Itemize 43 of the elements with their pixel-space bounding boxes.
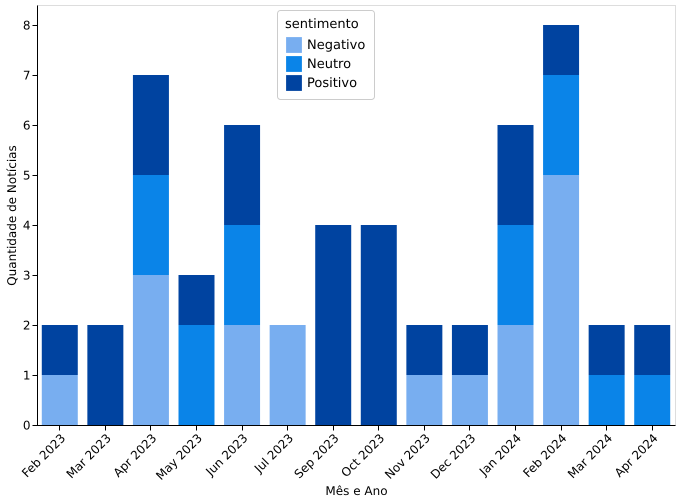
bar <box>452 375 488 425</box>
bar <box>132 75 169 175</box>
x-axis-title: Mês e Ano <box>325 484 388 498</box>
bar <box>406 375 442 425</box>
bar <box>588 325 625 375</box>
bar <box>498 225 534 325</box>
bar <box>498 125 534 225</box>
bar <box>42 375 78 425</box>
bar <box>224 125 260 225</box>
bar <box>543 25 580 75</box>
legend-label: Negativo <box>307 38 366 53</box>
bar <box>132 275 169 425</box>
bar <box>178 325 214 425</box>
bar <box>406 325 442 375</box>
bar <box>634 325 670 375</box>
legend-label: Neutro <box>307 57 352 72</box>
bar <box>543 175 580 425</box>
y-tick-label: 7 <box>22 68 30 82</box>
y-tick-label: 1 <box>22 368 30 382</box>
bar <box>315 225 352 425</box>
legend-title: sentimento <box>285 17 359 32</box>
y-tick-label: 6 <box>22 118 30 132</box>
bar <box>224 225 260 325</box>
bar <box>588 375 625 425</box>
bar <box>360 225 397 425</box>
y-tick-label: 8 <box>22 18 30 32</box>
y-tick-label: 0 <box>22 418 30 432</box>
y-tick-label: 5 <box>22 168 30 182</box>
y-tick-label: 4 <box>22 218 30 232</box>
legend-label: Positivo <box>307 76 358 91</box>
bar <box>452 325 488 375</box>
bar <box>42 325 78 375</box>
bar <box>543 75 580 175</box>
y-tick-label: 2 <box>22 318 30 332</box>
bar <box>178 275 214 325</box>
y-tick-label: 3 <box>22 268 30 282</box>
bar <box>270 325 306 425</box>
bar <box>224 325 260 425</box>
bar <box>498 325 534 425</box>
y-axis-title: Quantidade de Notícias <box>4 145 19 286</box>
bar <box>132 175 169 275</box>
bar <box>87 325 124 425</box>
bar <box>634 375 670 425</box>
